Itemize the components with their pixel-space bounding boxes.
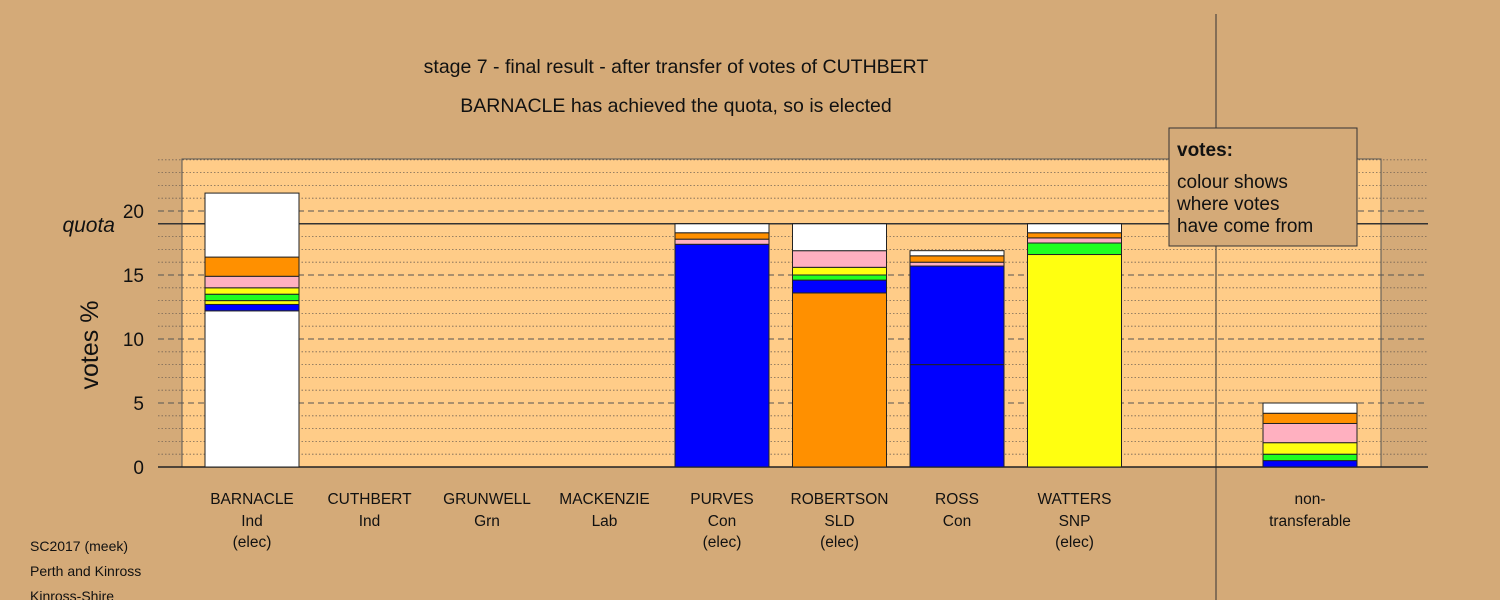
bar-barnacle-segment-ind: [204, 192, 300, 258]
bar-watters-segment-lab: [1027, 237, 1122, 244]
bar-purves-segment-sld: [674, 232, 770, 240]
legend-title: votes:: [1177, 140, 1233, 161]
y-tick-label: 20: [123, 202, 144, 223]
bar-purves-segment-lab: [674, 238, 770, 245]
bar-nontransferable-segment-snp: [1262, 442, 1358, 455]
candidate-name-label: CUTHBERT: [327, 491, 412, 508]
bar-robertson-segment-ind: [792, 223, 887, 252]
bar-nontransferable-segment-con: [1262, 460, 1358, 468]
footer-text-line: SC2017 (meek): [30, 538, 128, 554]
bar-robertson-segment-con: [792, 279, 887, 294]
bar-nontransferable-segment-grn: [1262, 453, 1358, 462]
bar-robertson-segment-sld: [792, 292, 887, 468]
candidate-party-label: Con: [943, 513, 971, 530]
bar-ross-segment-lab: [909, 261, 1005, 267]
nontransferable-label-line1: non-: [1294, 491, 1325, 508]
candidate-party-label: SLD: [824, 513, 854, 530]
y-axis-label: votes %: [76, 301, 104, 390]
bar-purves-segment-con: [674, 243, 770, 468]
legend-text-line: colour shows: [1177, 172, 1288, 193]
candidate-party-label: Ind: [359, 513, 381, 530]
bar-watters-segment-ind: [1027, 223, 1122, 234]
nontransferable-label-line2: transferable: [1269, 513, 1351, 530]
candidate-party-label: Grn: [474, 513, 500, 530]
candidate-status-label: (elec): [703, 534, 742, 551]
legend-box: [1168, 127, 1358, 247]
candidate-name-label: ROBERTSON: [791, 491, 889, 508]
bar-ross-segment-con: [909, 364, 1005, 468]
bar-ross-segment-ind: [909, 250, 1005, 257]
bar-ross-segment-con: [909, 265, 1005, 366]
y-tick-label: 0: [133, 458, 144, 479]
bar-ross-segment-sld: [909, 255, 1005, 263]
bar-purves-segment-ind: [674, 223, 770, 234]
bar-nontransferable-segment-lab: [1262, 422, 1358, 444]
bar-barnacle-segment-ind: [204, 310, 300, 468]
bar-robertson-segment-lab: [792, 250, 887, 268]
bar-robertson-segment-grn: [792, 274, 887, 281]
bar-barnacle-segment-sld: [204, 256, 300, 277]
bar-barnacle-segment-snp: [204, 300, 300, 305]
candidate-party-label: SNP: [1059, 513, 1091, 530]
candidate-name-label: WATTERS: [1037, 491, 1111, 508]
y-tick-label: 10: [123, 330, 144, 351]
bar-barnacle-segment-grn: [204, 293, 300, 302]
bar-watters-segment-sld: [1027, 232, 1122, 239]
bar-barnacle-segment-snp: [204, 287, 300, 295]
candidate-name-label: GRUNWELL: [443, 491, 531, 508]
quota-label: quota: [62, 214, 115, 237]
bar-watters-segment-grn: [1027, 242, 1122, 256]
bar-watters-segment-snp: [1027, 254, 1122, 468]
footer-text-line: Kinross-Shire: [30, 588, 114, 600]
y-tick-label: 5: [133, 394, 144, 415]
bar-robertson-segment-snp: [792, 266, 887, 276]
legend-text-line: have come from: [1177, 216, 1313, 237]
candidate-name-label: MACKENZIE: [559, 491, 649, 508]
bar-nontransferable-segment-sld: [1262, 412, 1358, 424]
candidate-name-label: PURVES: [690, 491, 753, 508]
chart-title: stage 7 - final result - after transfer …: [424, 56, 929, 78]
candidate-party-label: Lab: [592, 513, 618, 530]
candidate-status-label: (elec): [820, 534, 859, 551]
candidate-party-label: Ind: [241, 513, 263, 530]
candidate-status-label: (elec): [1055, 534, 1094, 551]
footer-text-line: Perth and Kinross: [30, 563, 141, 579]
candidate-party-label: Con: [708, 513, 736, 530]
candidate-name-label: BARNACLE: [210, 491, 294, 508]
legend-text-line: where votes: [1176, 194, 1279, 215]
bar-nontransferable-segment-ind: [1262, 402, 1358, 414]
chart-subtitle: BARNACLE has achieved the quota, so is e…: [460, 95, 891, 117]
bar-barnacle-segment-con: [204, 303, 300, 312]
candidate-name-label: ROSS: [935, 491, 979, 508]
bar-barnacle-segment-lab: [204, 275, 300, 289]
y-tick-label: 15: [123, 266, 144, 287]
candidate-status-label: (elec): [233, 534, 272, 551]
